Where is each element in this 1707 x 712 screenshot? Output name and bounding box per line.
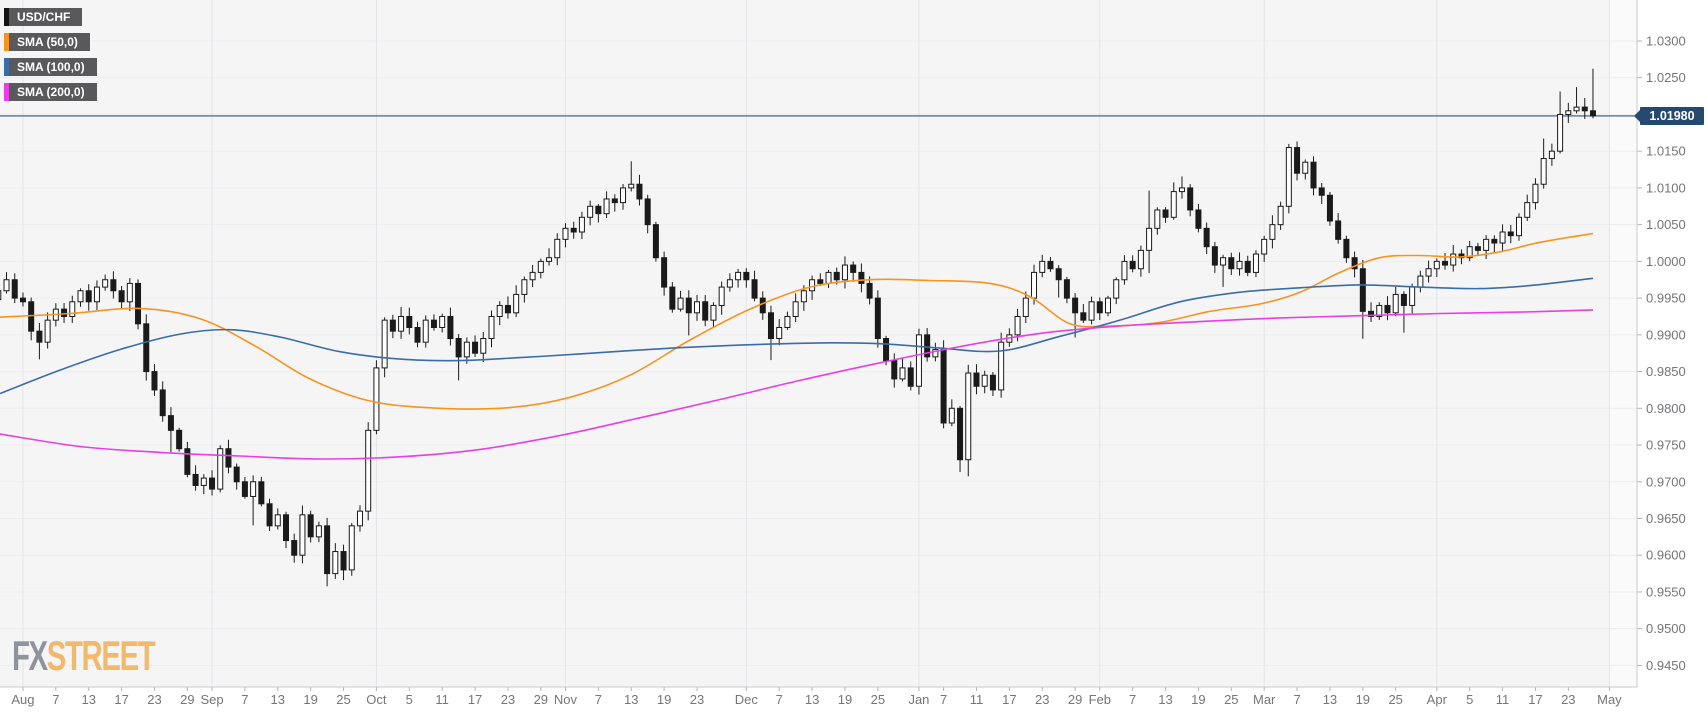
legend-color-chip [4,83,9,101]
x-axis-label: 25 [1224,692,1238,707]
y-axis-label: 0.9650 [1646,511,1686,526]
x-axis-label: Aug [11,692,34,707]
x-axis-label: 29 [534,692,548,707]
vertical-gridlines [22,0,1610,687]
x-axis-label: 17 [1002,692,1016,707]
x-axis-label: 13 [271,692,285,707]
x-axis-label: 7 [776,692,783,707]
x-axis-label: 19 [303,692,317,707]
x-axis-label: 13 [1158,692,1172,707]
x-axis-label: 7 [940,692,947,707]
x-axis-label: 7 [1129,692,1136,707]
x-axis-label: 23 [690,692,704,707]
sma-line-2000 [0,309,1594,460]
x-axis-label: 5 [406,692,413,707]
x-axis-label: Apr [1427,692,1448,707]
x-axis-label: 7 [52,692,59,707]
x-axis-label: 17 [468,692,482,707]
y-axis-label: 0.9800 [1646,401,1686,416]
x-axis-label: 19 [1356,692,1370,707]
legend-label: SMA (200,0) [9,83,97,101]
x-axis-label: 23 [1035,692,1049,707]
legend-label: SMA (50,0) [9,33,90,51]
x-axis-label: 19 [657,692,671,707]
x-axis-label: Nov [554,692,578,707]
x-axis-label: 13 [1323,692,1337,707]
x-axis-label: 13 [624,692,638,707]
x-axis-label: 7 [1293,692,1300,707]
y-axis-label: 0.9600 [1646,548,1686,563]
fxstreet-watermark-fx: FX [12,632,48,679]
y-axis-label: 0.9450 [1646,658,1686,673]
x-axis-label: Oct [366,692,387,707]
sma-line-1000 [0,277,1594,395]
x-axis-label: Mar [1253,692,1276,707]
legend-label: SMA (100,0) [9,58,97,76]
x-axis-label: 23 [501,692,515,707]
legend-color-chip [4,58,9,76]
future-band [1609,0,1637,687]
x-axis-label: 29 [180,692,194,707]
x-axis-label: 17 [1528,692,1542,707]
x-axis-label: 25 [871,692,885,707]
y-axis-label: 1.0300 [1646,34,1686,49]
x-axis-label: 13 [805,692,819,707]
x-axis-label: 17 [114,692,128,707]
legend-item-sma-200-0: SMA (200,0) [4,83,97,101]
sma-line-500 [0,232,1594,410]
y-axis-label: 1.0250 [1646,70,1686,85]
x-axis-label: 25 [1388,692,1402,707]
x-axis-label: Dec [735,692,759,707]
x-axis-label: 11 [435,692,449,707]
x-axis-label: 29 [1068,692,1082,707]
x-axis-label: Sep [200,692,223,707]
x-axis-label: Feb [1089,692,1111,707]
x-axis-label: Jan [908,692,929,707]
y-axis-label: 1.0150 [1646,144,1686,159]
x-axis-label: 7 [595,692,602,707]
x-axis-label: 23 [147,692,161,707]
y-axis-label: 1.0100 [1646,180,1686,195]
indicator-legend: USD/CHF SMA (50,0) SMA (100,0) SMA (200,0) [4,8,97,108]
y-axis-label: 0.9850 [1646,364,1686,379]
y-axis-label: 0.9700 [1646,474,1686,489]
legend-item-usd-chf: USD/CHF [4,8,83,26]
legend-item-sma-100-0: SMA (100,0) [4,58,97,76]
x-axis-label: 11 [970,692,984,707]
y-axis-label: 0.9750 [1646,438,1686,453]
x-axis-label: May [1597,692,1622,707]
legend-color-chip [4,33,9,51]
x-axis-label: 25 [336,692,350,707]
legend-item-sma-50-0: SMA (50,0) [4,33,90,51]
x-axis[interactable]: Aug 7 13 17 23 29 Sep 7 13 19 25 Oct 5 11 17 23 29 Nov 7 13… [11,687,1622,707]
y-axis-label: 0.9950 [1646,291,1686,306]
y-axis-label: 1.0000 [1646,254,1686,269]
x-axis-label: 11 [1496,692,1510,707]
x-axis-label: 23 [1561,692,1575,707]
fxstreet-watermark-street: STREET [46,632,156,679]
last-price-label: 1.01980 [1634,106,1704,125]
y-axis-label: 0.9900 [1646,327,1686,342]
y-axis-label: 0.9550 [1646,584,1686,599]
legend-label: USD/CHF [9,8,83,26]
fxstreet-watermark: FXSTREET [12,632,156,680]
legend-color-chip [4,8,9,26]
x-axis-label: 13 [81,692,95,707]
x-axis-label: 7 [241,692,248,707]
y-axis-label: 1.0050 [1646,217,1686,232]
candles-layer [0,68,1596,587]
x-axis-label: 19 [838,692,852,707]
y-axis[interactable]: 1.03001.02501.02001.01501.01001.00501.00… [1637,34,1686,673]
x-axis-label: 19 [1191,692,1205,707]
x-axis-label: 5 [1466,692,1473,707]
y-axis-label: 0.9500 [1646,621,1686,636]
